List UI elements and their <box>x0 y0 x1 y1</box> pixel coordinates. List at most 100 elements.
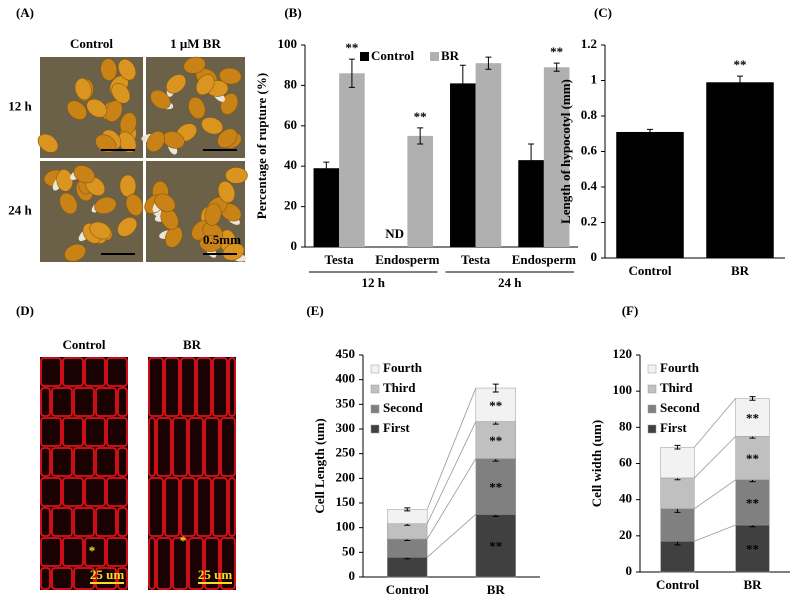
cell-wall <box>51 507 73 537</box>
y-tick-label: 100 <box>613 382 633 397</box>
error-bar <box>459 64 466 103</box>
cell-wall <box>172 537 188 590</box>
cell-wall <box>73 567 95 590</box>
bar <box>313 168 340 247</box>
cell-wall <box>180 357 196 417</box>
cell-wall <box>148 537 156 590</box>
x-tick-label: BR <box>743 577 762 592</box>
significance-mark: ** <box>489 479 502 494</box>
bar-segment <box>387 538 428 558</box>
significance-mark: ** <box>345 40 358 55</box>
cell-wall <box>148 417 156 477</box>
cell-wall <box>95 567 117 590</box>
cell-wall <box>40 567 51 590</box>
seed <box>188 96 206 119</box>
bar <box>450 83 476 247</box>
seed <box>37 133 59 153</box>
significance-mark: ** <box>489 398 502 413</box>
legend-label: Second <box>660 400 701 415</box>
significance-mark: ** <box>746 541 759 556</box>
y-tick-label: 80 <box>619 418 632 433</box>
seed <box>166 74 187 94</box>
x-tick-label: Testa <box>325 252 355 267</box>
cell-wall <box>156 537 172 590</box>
cell-wall <box>95 387 117 417</box>
cell-wall <box>40 357 62 387</box>
error-bar <box>749 396 756 401</box>
connector <box>694 524 736 542</box>
cell-wall <box>106 477 128 507</box>
y-tick-label: 200 <box>336 469 356 484</box>
cell-wall <box>164 357 180 417</box>
photo-row-label: 12 h <box>8 98 32 113</box>
cell-wall <box>84 477 106 507</box>
error-bar <box>647 128 653 136</box>
group-label: 24 h <box>498 275 522 290</box>
y-axis-label: Length of hypocotyl (mm) <box>558 79 573 224</box>
legend-label: Second <box>383 400 424 415</box>
x-tick-label: Endosperm <box>375 252 439 267</box>
cell-wall <box>40 537 62 567</box>
significance-mark: ** <box>550 44 563 59</box>
seed <box>125 193 144 216</box>
y-tick-label: 1.2 <box>581 36 597 51</box>
cell-wall <box>228 357 236 417</box>
legend-label: BR <box>441 48 460 63</box>
x-tick-label: Endosperm <box>512 252 576 267</box>
cell-wall <box>196 357 212 417</box>
cell-marker: * <box>89 543 96 558</box>
y-tick-label: 300 <box>336 420 356 435</box>
seed <box>164 226 183 248</box>
cell-wall <box>62 417 84 447</box>
panel-label: (E) <box>306 303 323 318</box>
y-tick-label: 60 <box>284 117 297 132</box>
y-tick-label: 120 <box>613 346 633 361</box>
bar-segment <box>475 387 516 422</box>
cell-wall <box>188 417 204 477</box>
x-tick-label: Testa <box>461 252 491 267</box>
y-tick-label: 40 <box>284 157 297 172</box>
bar-segment <box>387 557 428 578</box>
cell-wall <box>164 477 180 537</box>
legend-swatch <box>647 424 657 434</box>
cell-wall <box>220 417 236 477</box>
seed <box>89 221 112 240</box>
cell-photo <box>40 357 128 590</box>
x-tick-label: Control <box>656 577 699 592</box>
y-axis-label: Cell Length (um) <box>312 418 327 513</box>
y-tick-label: 0.2 <box>581 213 597 228</box>
legend-swatch <box>647 384 657 394</box>
photo-column-label: BR <box>183 337 202 352</box>
cell-wall <box>106 537 128 567</box>
legend-label: First <box>660 420 687 435</box>
y-tick-label: 80 <box>284 76 297 91</box>
bar-segment <box>660 477 695 509</box>
significance-mark: ** <box>414 109 427 124</box>
seed <box>201 116 224 135</box>
connector <box>426 387 477 510</box>
y-tick-label: 0 <box>349 568 356 583</box>
y-tick-label: 20 <box>619 527 632 542</box>
cell-wall <box>73 507 95 537</box>
y-tick-label: 350 <box>336 395 356 410</box>
y-tick-label: 100 <box>336 519 356 534</box>
photo-column-label: 1 μM BR <box>170 36 221 51</box>
photo-column-label: Control <box>70 36 113 51</box>
error-bar <box>674 444 681 450</box>
legend-swatch <box>370 364 380 374</box>
connector <box>426 514 477 558</box>
bar-segment <box>735 524 770 573</box>
cell-wall <box>73 387 95 417</box>
connector <box>694 479 736 510</box>
cell-wall <box>228 477 236 537</box>
cell-wall <box>148 477 164 537</box>
cell-wall <box>148 357 164 417</box>
seed <box>100 58 118 81</box>
error-bar <box>485 56 492 70</box>
x-tick-label: Control <box>628 263 671 278</box>
legend-swatch <box>370 384 380 394</box>
cell-wall <box>220 537 236 590</box>
cell-marker: * <box>180 533 187 548</box>
seed <box>217 180 236 204</box>
legend-swatch <box>647 404 657 414</box>
